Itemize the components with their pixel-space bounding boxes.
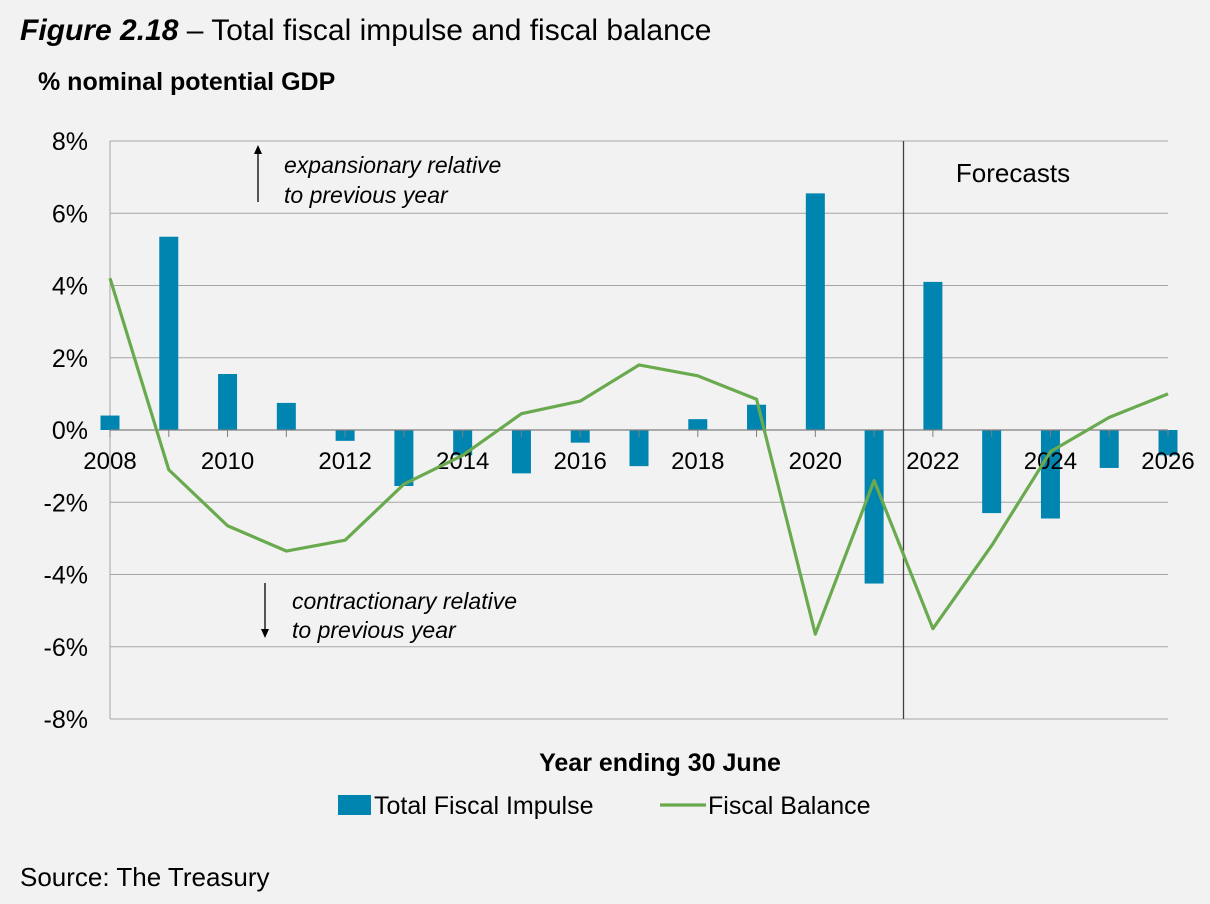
x-tick-label: 2026 [1141, 448, 1194, 475]
bar-2022 [923, 281, 943, 430]
bar-2014 [453, 430, 473, 456]
figure-title: Figure 2.18 – Total fiscal impulse and f… [20, 14, 712, 48]
bar-2008 [100, 415, 120, 430]
bar-2021 [864, 430, 884, 584]
x-tick-label: 2020 [789, 448, 842, 475]
figure-title-text: – Total fiscal impulse and fiscal balanc… [186, 14, 712, 47]
expansionary-note: to previous year [284, 182, 449, 208]
y-tick-label: -4% [44, 562, 88, 590]
y-axis-label: % nominal potential GDP [38, 68, 336, 96]
bar-2024 [1040, 430, 1060, 519]
bar-2011 [276, 402, 296, 430]
y-tick-label: 6% [52, 200, 88, 228]
forecasts-label: Forecasts [956, 158, 1070, 188]
y-tick-label: 2% [52, 345, 88, 373]
contractionary-note: contractionary relative [292, 588, 517, 614]
figure-number: Figure 2.18 [20, 14, 179, 47]
bar-2026 [1158, 430, 1178, 456]
up-arrow-head-icon [254, 145, 262, 154]
x-tick-label: 2022 [906, 448, 959, 475]
bar-2009 [159, 236, 179, 430]
y-tick-label: -8% [44, 706, 88, 734]
y-tick-label: -2% [44, 489, 88, 517]
y-tick-label: 8% [52, 128, 88, 156]
bar-2018 [688, 419, 708, 430]
x-axis-label: Year ending 30 June [539, 749, 781, 777]
bar-2017 [629, 430, 649, 467]
legend-bar-swatch [338, 795, 371, 815]
bar-2020 [805, 193, 825, 430]
y-tick-label: 4% [52, 273, 88, 301]
source-note: Source: The Treasury [20, 862, 270, 892]
x-tick-label: 2014 [436, 448, 489, 475]
y-tick-label: 0% [52, 417, 88, 445]
x-tick-label: 2008 [83, 448, 136, 475]
bar-2013 [394, 430, 414, 486]
contractionary-note: to previous year [292, 617, 457, 643]
x-tick-label: 2018 [671, 448, 724, 475]
bar-2015 [511, 430, 531, 474]
x-tick-label: 2012 [318, 448, 371, 475]
expansionary-note: expansionary relative [284, 152, 501, 178]
bar-2010 [218, 374, 238, 430]
bar-2023 [982, 430, 1002, 514]
bar-2025 [1099, 430, 1119, 468]
legend-label: Fiscal Balance [708, 792, 871, 820]
legend-label: Total Fiscal Impulse [374, 792, 594, 820]
down-arrow-head-icon [261, 629, 269, 638]
y-tick-label: -6% [44, 634, 88, 662]
x-tick-label: 2010 [201, 448, 254, 475]
x-tick-label: 2016 [554, 448, 607, 475]
